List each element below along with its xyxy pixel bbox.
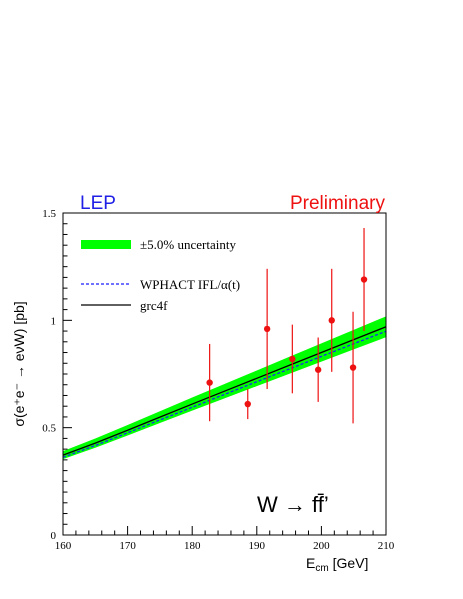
- data-point: [263, 325, 271, 333]
- data-point: [328, 317, 335, 324]
- data-point: [349, 364, 357, 371]
- x-axis-label: Ecm [GeV]: [306, 555, 368, 574]
- data-point: [206, 379, 213, 386]
- axes-layer: 160 170 180 190 200 210 0 0.5 1 1.5: [42, 208, 395, 552]
- x-tick-label: 180: [184, 540, 201, 552]
- wphact-curve: [62, 330, 387, 458]
- y-tick-label: 0.5: [42, 423, 56, 435]
- uncertainty-band: [63, 316, 386, 460]
- legend-band-swatch: [81, 240, 131, 249]
- header-lep: LEP: [80, 193, 116, 214]
- legend-dashed-label: WPHACT IFL/α(t): [140, 277, 240, 292]
- x-axis-label-main: E: [306, 555, 315, 571]
- plot-frame: [62, 212, 387, 536]
- y-axis-label: σ(e⁺e⁻ → eνW) [pb]: [11, 301, 27, 426]
- data-point: [360, 276, 368, 283]
- y-tick-label: 1.5: [42, 208, 56, 220]
- y-tick-label: 1: [51, 315, 57, 327]
- header-preliminary: Preliminary: [290, 193, 386, 214]
- legend: ±5.0% uncertainty WPHACT IFL/α(t) grc4f: [81, 237, 240, 313]
- uncertainty-band-layer: [63, 316, 386, 460]
- x-tick-label: 160: [55, 540, 72, 552]
- y-tick-label: 0: [51, 530, 57, 542]
- x-tick-label: 210: [378, 540, 395, 552]
- data-points-layer: [206, 228, 368, 424]
- legend-solid-label: grc4f: [140, 298, 168, 313]
- x-axis-label-unit: [GeV]: [329, 555, 369, 571]
- x-tick-label: 170: [119, 540, 136, 552]
- process-annotation: W → ff̄’: [257, 492, 329, 517]
- x-tick-label: 200: [313, 540, 330, 552]
- data-point: [314, 366, 322, 373]
- legend-band-label: ±5.0% uncertainty: [140, 237, 236, 252]
- x-tick-label: 190: [249, 540, 266, 552]
- data-point: [244, 400, 251, 408]
- data-point: [289, 355, 296, 363]
- x-axis-label-subscript: cm: [315, 563, 328, 574]
